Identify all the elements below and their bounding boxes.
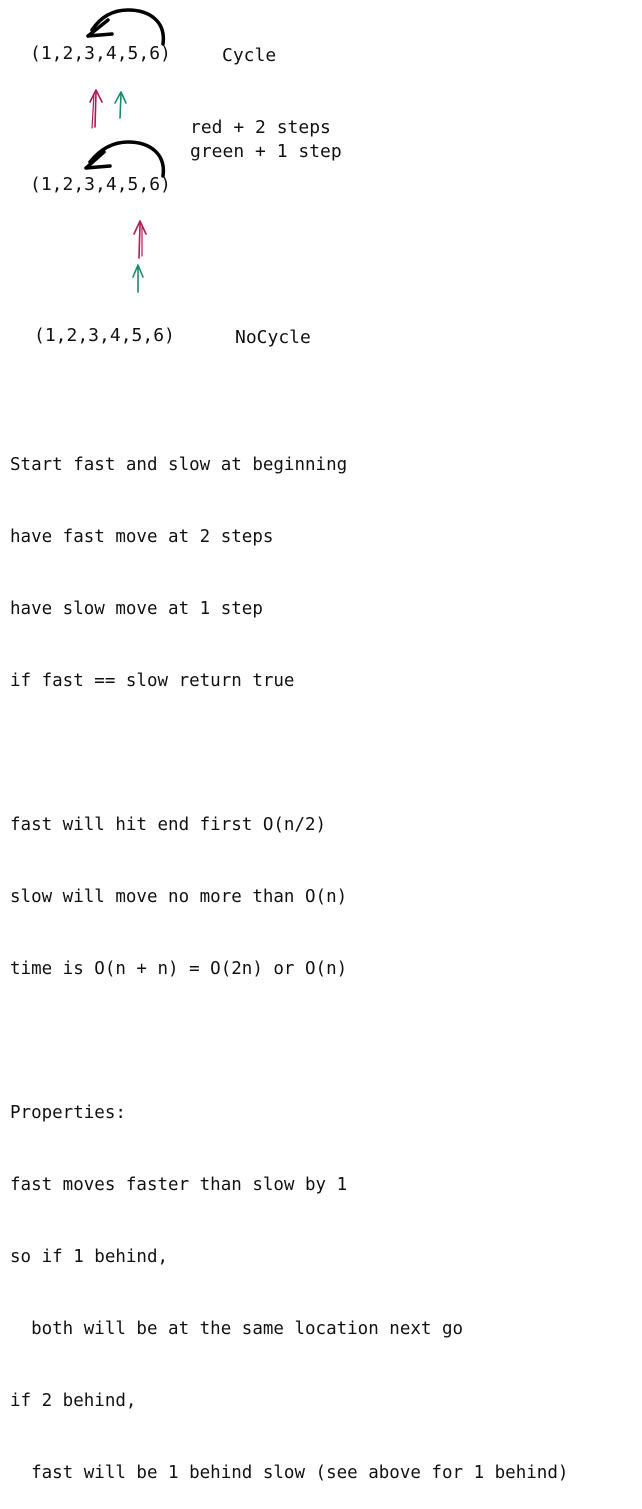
nocycle-sequence: (1,2,3,4,5,6): [34, 325, 175, 346]
note-line: have fast move at 2 steps: [10, 527, 274, 547]
note-line: fast moves faster than slow by 1: [10, 1175, 348, 1195]
note-line: time is O(n + n) = O(2n) or O(n): [10, 959, 348, 979]
note-line: so if 1 behind,: [10, 1247, 169, 1267]
cycle-sequence: (1,2,3,4,5,6): [30, 43, 171, 64]
note-line: both will be at the same location next g…: [10, 1319, 464, 1339]
nocycle-label: NoCycle: [235, 327, 311, 348]
top-loop-arrow: [86, 8, 166, 46]
note-line: fast will be 1 behind slow (see above fo…: [10, 1463, 569, 1483]
middle-loop-arrow: [84, 140, 166, 178]
note-line: have slow move at 1 step: [10, 599, 263, 619]
note-line: slow will move no more than O(n): [10, 887, 348, 907]
red-pointer-arrow-middle: [133, 220, 147, 259]
green-pointer-arrow-middle: [132, 264, 144, 293]
note-line: [10, 741, 568, 765]
step-note-red: red + 2 steps: [190, 117, 331, 138]
green-pointer-arrow-top: [114, 91, 127, 119]
note-line: [10, 1029, 568, 1053]
algorithm-notes: Start fast and slow at beginning have fa…: [10, 405, 568, 1509]
note-line: if 2 behind,: [10, 1391, 137, 1411]
cycle-label: Cycle: [222, 45, 277, 66]
note-line: fast will hit end first O(n/2): [10, 815, 327, 835]
middle-sequence: (1,2,3,4,5,6): [30, 174, 171, 195]
note-line: Properties:: [10, 1103, 126, 1123]
step-note-green: green + 1 step: [190, 141, 342, 162]
note-line: if fast == slow return true: [10, 671, 295, 691]
red-pointer-arrow-top: [89, 89, 103, 129]
note-line: Start fast and slow at beginning: [10, 455, 348, 475]
